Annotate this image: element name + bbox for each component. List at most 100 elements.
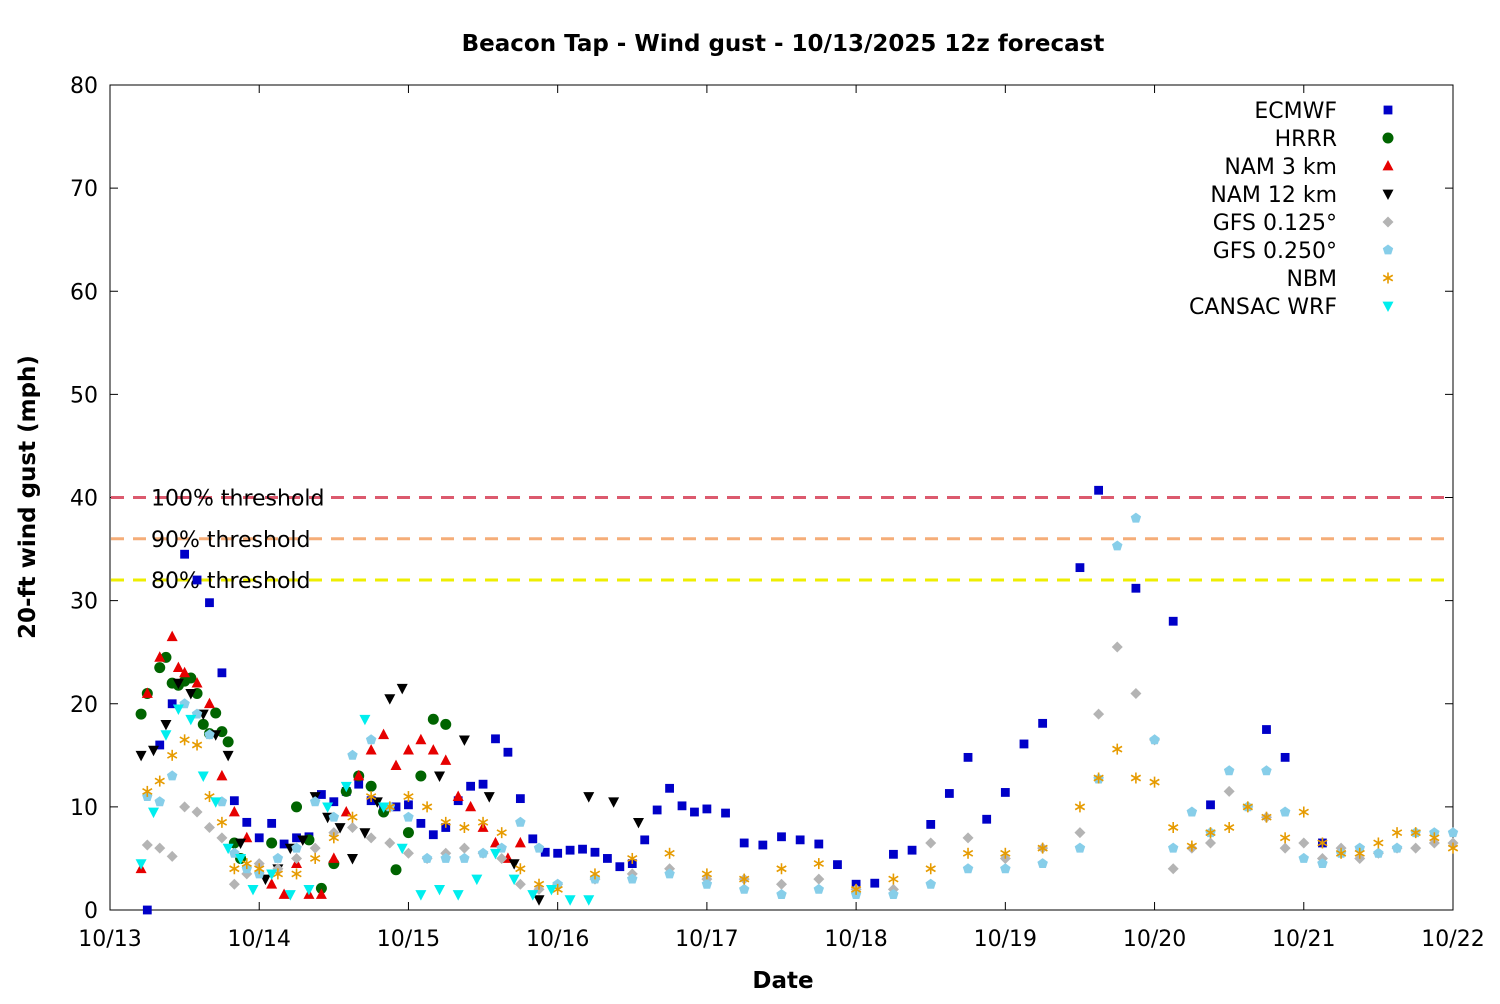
point-ecmwf — [758, 840, 768, 850]
point-gfs-0-125 — [141, 839, 153, 851]
point-hrrr — [210, 707, 222, 719]
point-nbm — [1391, 827, 1403, 839]
point-nam-3-km — [514, 836, 526, 848]
point-nam-12-km — [185, 689, 197, 700]
point-nam-3-km — [203, 697, 215, 709]
legend-marker-cansac-wrf — [1382, 301, 1394, 313]
point-gfs-0-250 — [1037, 858, 1048, 868]
legend-label-nam-3-km: NAM 3 km — [1224, 155, 1337, 180]
point-cansac-wrf — [471, 874, 483, 886]
point-nbm — [254, 863, 265, 875]
point-ecmwf — [354, 779, 364, 789]
x-tick-label: 10/18 — [824, 927, 887, 952]
point-nam-12-km — [359, 828, 371, 839]
point-gfs-0-125 — [402, 847, 414, 859]
point-cansac-wrf — [185, 714, 197, 726]
point-nbm — [241, 858, 252, 870]
point-nbm — [216, 816, 228, 828]
point-nam-3-km — [179, 666, 191, 678]
point-nbm — [229, 863, 240, 875]
legend-label-nam-12-km: NAM 12 km — [1210, 183, 1337, 208]
threshold-label: 90% threshold — [151, 528, 311, 553]
point-nam-3-km — [328, 852, 340, 863]
point-ecmwf — [652, 805, 662, 815]
x-tick-label: 10/19 — [974, 927, 1037, 952]
point-gfs-0-250 — [1000, 863, 1011, 874]
point-nbm — [1186, 840, 1198, 852]
point-gfs-0-125 — [228, 878, 240, 890]
point-nbm — [1168, 822, 1179, 833]
point-nam-3-km — [465, 800, 477, 812]
chart-title: Beacon Tap - Wind gust - 10/13/2025 12z … — [462, 31, 1105, 57]
point-ecmwf — [391, 802, 401, 812]
point-gfs-0-250 — [459, 852, 470, 863]
point-gfs-0-125 — [203, 822, 215, 833]
point-ecmwf — [926, 820, 936, 829]
point-nbm — [1149, 776, 1160, 788]
point-cansac-wrf — [160, 730, 172, 741]
point-nam-3-km — [228, 805, 240, 817]
point-nbm — [1261, 811, 1272, 823]
point-nam-12-km — [483, 792, 495, 803]
point-gfs-0-250 — [701, 878, 713, 889]
point-gfs-0-250 — [776, 889, 787, 899]
point-cansac-wrf — [415, 890, 427, 901]
point-nbm — [1335, 847, 1347, 859]
point-gfs-0-250 — [1149, 734, 1160, 745]
point-nam-3-km — [415, 733, 427, 745]
point-hrrr — [440, 718, 452, 730]
point-nbm — [664, 847, 675, 859]
point-ecmwf — [1038, 718, 1048, 728]
point-gfs-0-125 — [1167, 863, 1179, 875]
point-ecmwf — [1094, 485, 1103, 495]
point-nbm — [1242, 801, 1253, 813]
point-ecmwf — [615, 862, 625, 872]
point-gfs-0-125 — [384, 837, 396, 849]
point-nbm — [403, 791, 414, 803]
point-ecmwf — [491, 734, 500, 744]
point-nam-3-km — [452, 790, 464, 801]
point-gfs-0-125 — [1223, 785, 1235, 797]
point-nbm — [515, 863, 526, 875]
point-nam-3-km — [390, 759, 402, 771]
point-cansac-wrf — [340, 781, 352, 793]
x-tick-label: 10/13 — [78, 927, 141, 952]
point-nbm — [1410, 827, 1421, 839]
point-ecmwf — [870, 878, 880, 888]
point-hrrr — [365, 780, 377, 792]
point-gfs-0-250 — [1317, 858, 1328, 868]
point-nbm — [888, 873, 899, 885]
point-ecmwf — [1168, 616, 1178, 626]
point-nam-12-km — [334, 823, 346, 834]
point-nbm — [776, 863, 787, 875]
point-ecmwf — [404, 800, 413, 810]
point-gfs-0-250 — [272, 852, 284, 863]
point-ecmwf — [982, 814, 992, 824]
legend-marker-gfs-0-250 — [1382, 244, 1394, 255]
point-nbm — [365, 791, 377, 803]
legend-marker-ecmwf — [1383, 105, 1393, 115]
point-gfs-0-125 — [1205, 837, 1217, 849]
point-nbm — [1112, 743, 1123, 755]
point-nam-3-km — [315, 888, 327, 899]
y-axis-label: 20-ft wind gust (mph) — [15, 355, 41, 639]
point-ecmwf — [217, 668, 227, 678]
point-ecmwf — [192, 575, 202, 585]
point-hrrr — [135, 708, 147, 720]
point-nbm — [813, 858, 824, 870]
point-nbm — [1130, 772, 1142, 784]
point-gfs-0-125 — [154, 842, 166, 854]
point-nam-3-km — [427, 744, 439, 755]
y-tick-label: 40 — [70, 487, 98, 512]
point-ecmwf — [590, 847, 600, 857]
point-gfs-0-125 — [962, 832, 974, 844]
x-tick-label: 10/15 — [377, 927, 440, 952]
point-cansac-wrf — [583, 895, 595, 906]
point-nam-12-km — [458, 735, 470, 746]
point-nam-12-km — [434, 771, 446, 782]
point-ecmwf — [428, 830, 438, 840]
point-gfs-0-250 — [1186, 806, 1198, 817]
point-ecmwf — [292, 833, 301, 843]
point-nam-12-km — [297, 835, 309, 846]
